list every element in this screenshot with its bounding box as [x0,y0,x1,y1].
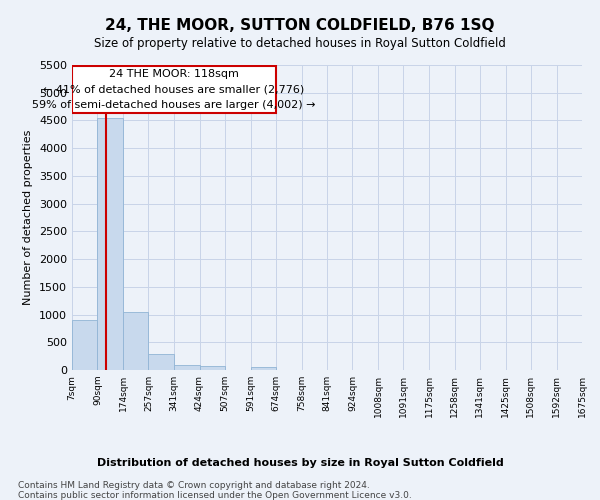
Text: Contains public sector information licensed under the Open Government Licence v3: Contains public sector information licen… [18,491,412,500]
Text: 59% of semi-detached houses are larger (4,002) →: 59% of semi-detached houses are larger (… [32,100,316,110]
Bar [148,354,174,370]
Text: ← 41% of detached houses are smaller (2,776): ← 41% of detached houses are smaller (2,… [43,84,305,94]
Bar [72,320,97,370]
Text: Distribution of detached houses by size in Royal Sutton Coldfield: Distribution of detached houses by size … [97,458,503,468]
Text: 24 THE MOOR: 118sqm: 24 THE MOOR: 118sqm [109,69,239,79]
FancyBboxPatch shape [72,66,276,113]
Bar [251,366,276,370]
Text: 24, THE MOOR, SUTTON COLDFIELD, B76 1SQ: 24, THE MOOR, SUTTON COLDFIELD, B76 1SQ [105,18,495,32]
Y-axis label: Number of detached properties: Number of detached properties [23,130,34,305]
Bar [123,312,148,370]
Bar [97,118,123,370]
Text: Contains HM Land Registry data © Crown copyright and database right 2024.: Contains HM Land Registry data © Crown c… [18,481,370,490]
Bar [174,365,199,370]
Text: Size of property relative to detached houses in Royal Sutton Coldfield: Size of property relative to detached ho… [94,38,506,51]
Bar [199,366,225,370]
